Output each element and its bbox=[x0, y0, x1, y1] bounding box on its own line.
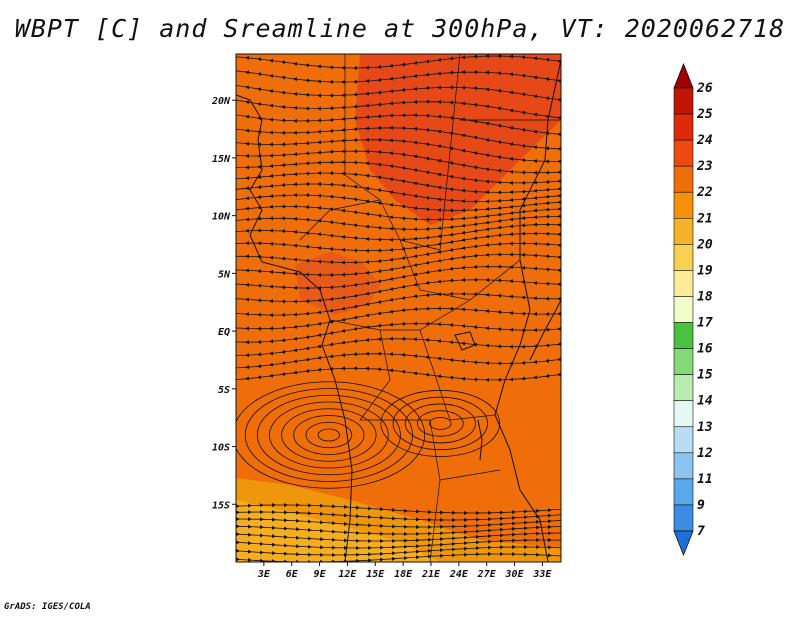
streamline bbox=[236, 336, 561, 358]
colorbar-label: 7 bbox=[697, 524, 705, 539]
colorbar: 26 25 24 23 22 21 20 19 18 17 16 15 14 13 12 11 9 7 bbox=[673, 62, 713, 557]
vortex-ring bbox=[293, 415, 365, 455]
colorbar-segment bbox=[673, 244, 694, 271]
map-panel bbox=[236, 54, 561, 562]
x-tick-label: 9E bbox=[314, 569, 327, 580]
streamline bbox=[236, 351, 561, 370]
colorbar-segment bbox=[673, 348, 694, 375]
colorbar-segment bbox=[673, 296, 694, 323]
y-tick-label: 10N bbox=[212, 212, 231, 223]
colorbar-label: 15 bbox=[697, 368, 713, 383]
colorbar-label: 20 bbox=[696, 237, 713, 252]
latitude-axis: 20N 15N 10N 5N EQ 5S 10S 15S bbox=[211, 96, 236, 511]
colorbar-label: 19 bbox=[697, 263, 713, 278]
colorbar-segment bbox=[673, 191, 694, 219]
vortex-ring bbox=[380, 390, 501, 457]
colorbar-label: 22 bbox=[696, 185, 713, 200]
x-tick-label: 18E bbox=[394, 569, 413, 580]
colorbar-segment bbox=[673, 374, 694, 402]
vortex-east-cyclone bbox=[380, 390, 501, 457]
y-tick-label: 5N bbox=[218, 269, 231, 280]
vortex-ring bbox=[281, 408, 377, 462]
colorbar-segment bbox=[673, 478, 694, 506]
x-tick-label: 24E bbox=[449, 569, 469, 580]
colorbar-label: 17 bbox=[697, 316, 713, 331]
colorbar-label: 9 bbox=[697, 498, 705, 513]
vortex-ring bbox=[429, 417, 452, 430]
longitude-axis: 3E 6E 9E 12E 15E 18E 21E 24E 27E 30E 33E bbox=[257, 562, 552, 580]
colorbar-segment bbox=[673, 139, 694, 167]
x-tick-label: 30E bbox=[505, 569, 525, 580]
colorbar-label: 18 bbox=[697, 289, 713, 304]
colorbar-label: 14 bbox=[697, 394, 713, 409]
colorbar-segment bbox=[673, 165, 694, 193]
streamline bbox=[236, 366, 561, 382]
vortex-ring bbox=[416, 410, 464, 437]
y-tick-label: 15N bbox=[212, 154, 231, 165]
colorbar-label: 12 bbox=[697, 446, 713, 461]
vortex-ring bbox=[317, 428, 341, 442]
map-frame bbox=[235, 53, 562, 563]
colorbar-label: 21 bbox=[696, 211, 713, 226]
y-tick-label: 20N bbox=[211, 96, 231, 107]
x-tick-label: 6E bbox=[286, 569, 299, 580]
colorbar-segment bbox=[673, 426, 694, 454]
vortex-ring bbox=[392, 396, 488, 451]
x-tick-label: 21E bbox=[421, 569, 441, 580]
grads-credit: GrADS: IGES/COLA bbox=[4, 602, 91, 612]
vortex-ring bbox=[305, 421, 353, 449]
colorbar-top-arrow bbox=[673, 62, 694, 89]
x-tick-label: 3E bbox=[257, 569, 271, 580]
streamline bbox=[236, 54, 561, 70]
vortex-ring bbox=[404, 403, 476, 444]
colorbar-segment bbox=[673, 113, 694, 141]
lake-malawi bbox=[477, 419, 483, 461]
x-tick-label: 12E bbox=[338, 569, 357, 580]
streamline bbox=[236, 70, 561, 84]
colorbar-segment bbox=[673, 322, 694, 349]
y-tick-label: 15S bbox=[212, 500, 230, 511]
colorbar-label: 11 bbox=[697, 472, 713, 487]
colorbar-label: 13 bbox=[697, 420, 713, 435]
vortex-ring bbox=[256, 394, 401, 476]
colorbar-segment bbox=[673, 504, 694, 532]
colorbar-label: 24 bbox=[696, 133, 713, 148]
colorbar-segment bbox=[673, 87, 694, 115]
colorbar-bottom-arrow bbox=[673, 530, 694, 557]
streamline bbox=[236, 99, 561, 120]
y-tick-label: EQ bbox=[218, 327, 230, 338]
x-tick-label: 27E bbox=[477, 569, 497, 580]
x-tick-label: 33E bbox=[532, 569, 552, 580]
colorbar-label: 26 bbox=[696, 81, 713, 96]
y-tick-label: 10S bbox=[212, 443, 230, 454]
colorbar-label: 25 bbox=[696, 107, 713, 122]
y-tick-label: 5S bbox=[218, 385, 230, 396]
chart-title: WBPT [C] and Sreamline at 300hPa, VT: 20… bbox=[14, 14, 786, 43]
colorbar-segment bbox=[673, 400, 694, 428]
colorbar-segment bbox=[673, 452, 694, 480]
streamlines bbox=[236, 54, 561, 562]
vortex-ring bbox=[269, 401, 389, 469]
streamline bbox=[236, 84, 561, 102]
x-tick-label: 15E bbox=[366, 569, 385, 580]
colorbar-segment bbox=[673, 217, 694, 245]
colorbar-label: 16 bbox=[697, 342, 713, 357]
colorbar-segment bbox=[673, 270, 694, 297]
colorbar-label: 23 bbox=[696, 159, 713, 174]
vortex-ring bbox=[236, 381, 426, 489]
